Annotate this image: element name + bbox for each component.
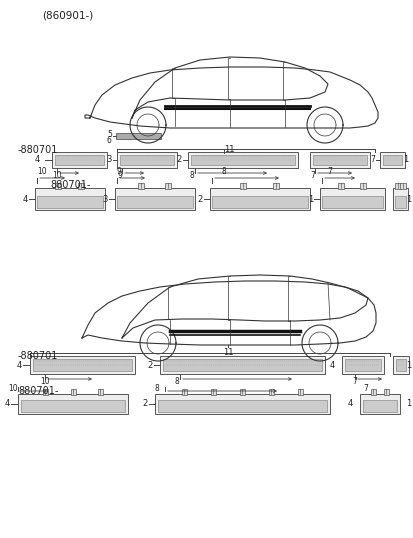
Text: 10: 10 bbox=[37, 167, 47, 176]
Text: 4: 4 bbox=[347, 400, 352, 408]
Text: 3: 3 bbox=[102, 195, 108, 203]
Bar bbox=[18, 394, 128, 414]
Text: 2: 2 bbox=[197, 195, 202, 203]
Bar bbox=[159, 356, 324, 374]
Text: 5: 5 bbox=[107, 130, 112, 139]
Bar bbox=[321, 196, 382, 208]
Bar bbox=[344, 359, 380, 371]
Text: 880701-: 880701- bbox=[50, 180, 90, 190]
Bar bbox=[21, 400, 125, 412]
Bar bbox=[43, 389, 48, 395]
Bar bbox=[211, 389, 216, 395]
Text: 4: 4 bbox=[23, 195, 28, 203]
Bar bbox=[395, 359, 405, 371]
Bar bbox=[394, 196, 405, 208]
Bar bbox=[154, 394, 329, 414]
Bar bbox=[383, 389, 388, 395]
Text: 1: 1 bbox=[405, 360, 410, 370]
Bar bbox=[55, 183, 61, 189]
Text: 2: 2 bbox=[147, 360, 153, 370]
Bar bbox=[163, 359, 321, 371]
Text: 1: 1 bbox=[405, 400, 410, 408]
Bar bbox=[209, 188, 309, 210]
Text: 4: 4 bbox=[5, 400, 10, 408]
Text: 9: 9 bbox=[118, 171, 123, 180]
Text: 7: 7 bbox=[369, 155, 374, 165]
Bar bbox=[394, 183, 400, 189]
Bar bbox=[35, 188, 105, 210]
Bar bbox=[370, 389, 375, 395]
Bar bbox=[55, 155, 104, 165]
Text: 10: 10 bbox=[52, 171, 62, 180]
Bar bbox=[240, 183, 245, 189]
Text: 4: 4 bbox=[17, 360, 22, 370]
Text: (860901-): (860901-) bbox=[42, 10, 93, 20]
Bar bbox=[359, 183, 365, 189]
Bar bbox=[71, 389, 76, 395]
Bar bbox=[117, 152, 177, 168]
Bar bbox=[341, 356, 383, 374]
Text: 4: 4 bbox=[329, 360, 334, 370]
Bar bbox=[240, 389, 244, 395]
Bar bbox=[362, 400, 396, 412]
Bar bbox=[392, 188, 407, 210]
Bar bbox=[37, 196, 103, 208]
Bar bbox=[158, 400, 326, 412]
Bar bbox=[98, 389, 103, 395]
Text: 2: 2 bbox=[176, 155, 182, 165]
Bar bbox=[115, 188, 195, 210]
Text: 1: 1 bbox=[307, 195, 312, 203]
Text: 6: 6 bbox=[107, 136, 112, 145]
Bar bbox=[165, 183, 171, 189]
Text: 11: 11 bbox=[222, 348, 233, 357]
Bar bbox=[319, 188, 384, 210]
Text: 11: 11 bbox=[223, 145, 234, 154]
Text: -880701: -880701 bbox=[18, 351, 58, 361]
Text: 7: 7 bbox=[362, 384, 367, 393]
Text: 880701-: 880701- bbox=[18, 386, 58, 396]
Bar bbox=[382, 155, 401, 165]
Bar bbox=[52, 152, 107, 168]
Bar bbox=[399, 183, 405, 189]
Text: 7: 7 bbox=[326, 167, 331, 176]
Bar bbox=[116, 133, 161, 139]
Bar bbox=[138, 183, 144, 189]
Bar bbox=[297, 389, 302, 395]
Bar bbox=[211, 196, 307, 208]
Bar bbox=[392, 356, 408, 374]
Text: 1: 1 bbox=[402, 155, 407, 165]
Text: 2: 2 bbox=[142, 400, 147, 408]
Text: 10: 10 bbox=[8, 384, 18, 393]
Bar bbox=[117, 196, 192, 208]
Bar bbox=[309, 152, 369, 168]
Bar bbox=[30, 356, 135, 374]
Bar bbox=[268, 389, 273, 395]
Bar bbox=[272, 183, 278, 189]
Text: 1: 1 bbox=[405, 195, 410, 203]
Text: 7: 7 bbox=[309, 171, 314, 180]
Bar bbox=[359, 394, 399, 414]
Bar bbox=[190, 155, 294, 165]
Text: 8: 8 bbox=[154, 384, 159, 393]
Text: 8: 8 bbox=[190, 171, 194, 180]
Text: 4: 4 bbox=[35, 155, 40, 165]
Text: 8: 8 bbox=[221, 167, 226, 176]
Text: 3: 3 bbox=[107, 155, 112, 165]
Bar bbox=[182, 389, 187, 395]
Bar bbox=[120, 155, 173, 165]
Bar bbox=[379, 152, 404, 168]
Bar bbox=[78, 183, 84, 189]
Bar bbox=[337, 183, 343, 189]
Text: 7: 7 bbox=[351, 377, 356, 386]
Bar bbox=[312, 155, 366, 165]
Bar bbox=[188, 152, 297, 168]
Text: 10: 10 bbox=[40, 377, 50, 386]
Bar bbox=[33, 359, 132, 371]
Text: -880701: -880701 bbox=[18, 145, 58, 155]
Text: 8: 8 bbox=[175, 377, 179, 386]
Text: 9: 9 bbox=[117, 167, 121, 176]
